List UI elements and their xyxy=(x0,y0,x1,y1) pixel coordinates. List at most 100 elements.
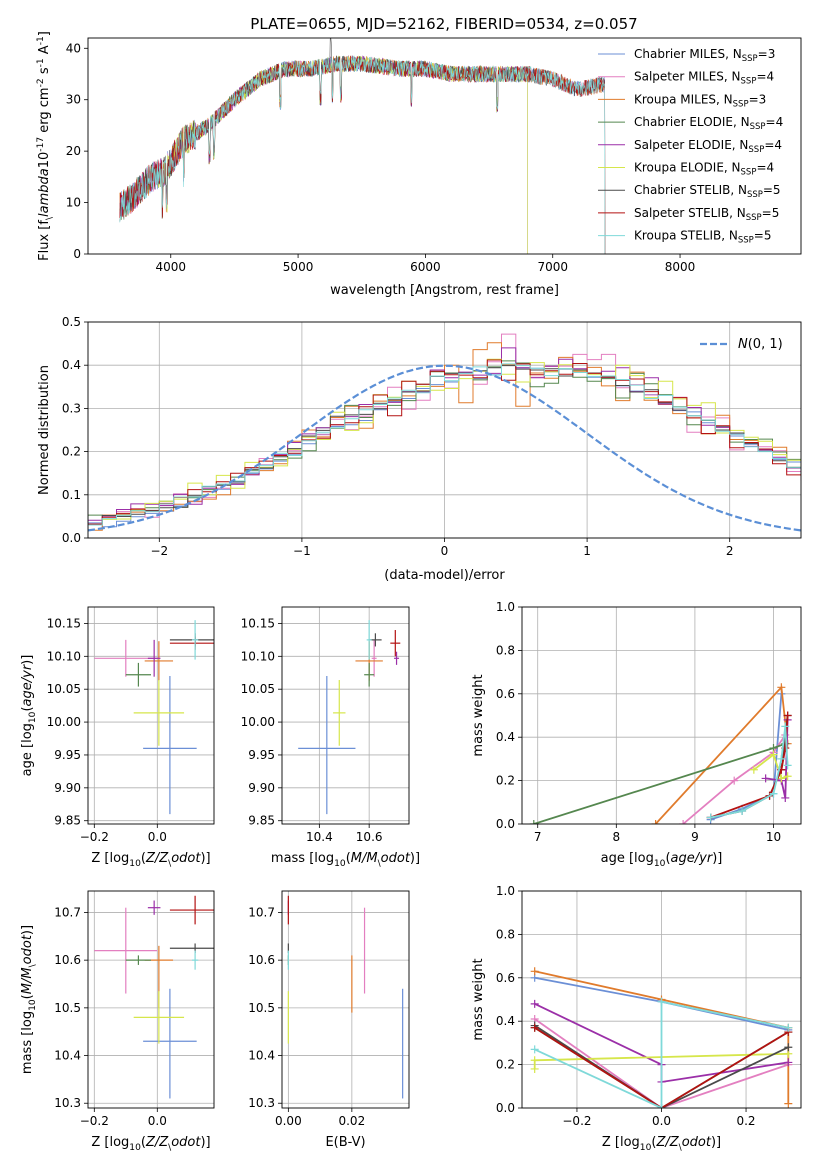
weight-marker-kroupa-stelib xyxy=(657,997,666,1006)
axes-frame xyxy=(87,321,802,539)
legend-label-kroupa-stelib: Kroupa STELIB, NSSP=5 xyxy=(634,229,772,246)
histogram-salpeter-elodie xyxy=(88,347,801,526)
legend-label-kroupa-miles: Kroupa MILES, NSSP=3 xyxy=(634,92,766,109)
x-tick-label: 0.2 xyxy=(736,1114,755,1128)
weight-marker-salpeter-elodie xyxy=(784,1058,793,1067)
y-tick-label: 10.5 xyxy=(54,1001,81,1015)
axes-frame xyxy=(281,606,410,825)
legend-label-salpeter-miles: Salpeter MILES, NSSP=4 xyxy=(634,70,774,87)
errorbar-kroupa-miles xyxy=(144,641,174,681)
weight-marker-chabrier-stelib xyxy=(784,1043,793,1052)
errorbar-salpeter-elodie xyxy=(394,651,400,665)
plot-area xyxy=(94,620,214,815)
y-axis-label: Flux [f\​lambda10-17​ erg cm-2​ s-1​ A-1… xyxy=(36,31,55,261)
plot-area xyxy=(94,895,214,1099)
weight-marker-kroupa-stelib xyxy=(777,754,786,763)
x-axis-label: wavelength [Angstrom, rest frame] xyxy=(330,283,559,298)
x-tick-label: 0.0 xyxy=(652,1114,671,1128)
errorbar-kroupa-stelib xyxy=(191,950,199,970)
axes-frame xyxy=(281,890,410,1109)
y-tick-label: 0.0 xyxy=(496,817,515,831)
x-tick-label: −2 xyxy=(150,544,168,558)
x-tick-label: 0 xyxy=(441,544,449,558)
weight-marker-kroupa-stelib xyxy=(784,1023,793,1032)
x-axis-label: age [log10​(age/yr)] xyxy=(601,851,723,869)
weight-marker-salpeter-miles xyxy=(679,820,688,824)
errorbar-salpeter-miles xyxy=(94,639,158,677)
histogram-chabrier-miles xyxy=(88,363,801,528)
weight-marker-kroupa-stelib xyxy=(769,789,778,798)
weight-line-kroupa-stelib xyxy=(534,1000,789,1108)
x-tick-label: 8 xyxy=(612,830,620,844)
weight-marker-kroupa-stelib xyxy=(657,1104,666,1108)
y-tick-label: 0.8 xyxy=(496,643,515,657)
errorbar-salpeter-elodie xyxy=(147,639,161,677)
y-tick-label: 0.0 xyxy=(496,1101,515,1115)
y-tick-label: 10.10 xyxy=(241,649,275,663)
errorbar-chabrier-miles xyxy=(298,676,356,815)
legend-label-kroupa-elodie: Kroupa ELODIE, NSSP=4 xyxy=(634,161,774,178)
y-tick-label: 10.6 xyxy=(248,953,275,967)
x-tick-label: 10.4 xyxy=(306,830,333,844)
plot-area xyxy=(529,683,792,824)
errorbar-salpeter-miles xyxy=(371,639,377,677)
y-tick-label: 10.4 xyxy=(54,1049,81,1063)
weight-marker-kroupa-elodie xyxy=(777,774,786,783)
x-tick-label: 10.6 xyxy=(356,830,383,844)
x-tick-label: 0.02 xyxy=(338,1114,365,1128)
y-tick-label: 9.95 xyxy=(54,748,81,762)
weight-marker-salpeter-elodie xyxy=(530,999,539,1008)
weight-marker-salpeter-stelib xyxy=(530,1023,539,1032)
y-tick-label: 9.85 xyxy=(54,814,81,828)
y-tick-label: 10.3 xyxy=(54,1096,81,1110)
y-tick-label: 1.0 xyxy=(496,884,515,898)
residual-histogram-panel: −2 −1 0 1 2 0.0 0.1 0.2 0.3 0.4 0.5 (data-model)/er… xyxy=(37,315,802,583)
weight-line-salpeter-miles xyxy=(534,1018,789,1108)
weight-marker-kroupa-elodie xyxy=(530,1056,539,1065)
y-tick-label: 10.15 xyxy=(241,616,275,630)
weight-marker-kroupa-elodie xyxy=(769,750,778,759)
spectrum-line-salpeter-miles xyxy=(119,55,606,254)
y-tick-label: 10.05 xyxy=(241,682,275,696)
mass-weight-vs-age-panel: 7 8 9 10 0.0 0.2 0.4 0.6 0.8 1.0 age [log10​(age/y… xyxy=(471,600,802,869)
y-tick-label: 0.4 xyxy=(62,358,81,372)
legend-label-chabrier-miles: Chabrier MILES, NSSP=3 xyxy=(634,47,775,64)
y-tick-label: 10.6 xyxy=(54,953,81,967)
weight-marker-kroupa-stelib xyxy=(781,722,790,731)
x-axis-label: E(B-V) xyxy=(325,1135,365,1150)
x-axis-label: (data-model)/error xyxy=(384,568,505,583)
y-tick-label: 10.7 xyxy=(248,905,275,919)
plot-area xyxy=(119,38,606,254)
y-tick-label: 40 xyxy=(66,41,81,55)
errorbar-kroupa-stelib xyxy=(191,620,199,660)
weight-marker-salpeter-miles xyxy=(730,776,739,785)
errorbar-chabrier-miles xyxy=(143,676,197,815)
errorbar-salpeter-stelib xyxy=(390,630,401,657)
weight-marker-salpeter-stelib xyxy=(783,711,792,720)
x-tick-label: 9 xyxy=(691,830,699,844)
x-tick-label: 0.0 xyxy=(148,830,167,844)
legend-label-chabrier-stelib: Chabrier STELIB, NSSP=5 xyxy=(634,183,781,200)
y-tick-label: 0.0 xyxy=(62,531,81,545)
x-tick-label: −1 xyxy=(293,544,311,558)
legend-label-chabrier-elodie: Chabrier ELODIE, NSSP=4 xyxy=(634,115,783,132)
legend-label-salpeter-elodie: Salpeter ELODIE, NSSP=4 xyxy=(634,138,782,155)
y-tick-label: 0.1 xyxy=(62,488,81,502)
age-vs-metallicity-panel: −0.2 0.0 9.85 9.90 9.95 10.00 10.05 10.10 10.15 Z… xyxy=(20,606,215,869)
y-tick-label: 0.4 xyxy=(496,1014,515,1028)
y-tick-label: 20 xyxy=(66,144,81,158)
weight-marker-salpeter-elodie xyxy=(781,793,790,802)
y-tick-label: 10.10 xyxy=(47,649,81,663)
x-tick-label: 10 xyxy=(766,830,781,844)
plot-area xyxy=(298,620,401,815)
errorbar-chabrier-elodie xyxy=(364,662,375,687)
age-vs-mass-panel: 10.4 10.6 9.85 9.90 9.95 10.00 10.05 10.10 10.15… xyxy=(241,606,420,869)
histogram-kroupa-stelib xyxy=(88,363,801,527)
y-tick-label: 0.2 xyxy=(496,774,515,788)
y-tick-label: 10.05 xyxy=(47,682,81,696)
x-tick-label: −0.2 xyxy=(80,830,109,844)
histogram-chabrier-elodie xyxy=(88,360,801,532)
weight-line-chabrier-stelib xyxy=(534,1024,789,1108)
errorbar-salpeter-elodie xyxy=(147,900,161,915)
